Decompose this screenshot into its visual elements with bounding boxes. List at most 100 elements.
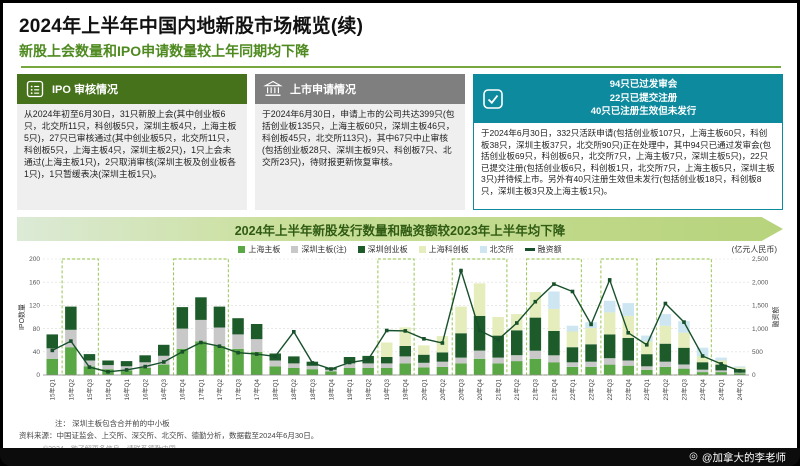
building-icon — [263, 80, 283, 96]
svg-text:17年Q1: 17年Q1 — [197, 378, 205, 400]
svg-text:0: 0 — [752, 372, 756, 379]
legend-swatch — [357, 245, 365, 253]
svg-text:23年Q3: 23年Q3 — [680, 378, 688, 400]
ipo-chart: 0 40 80 120 160 200 0 500 1,000 1,500 2,000 2,500 15… — [17, 256, 780, 400]
svg-text:22年Q1: 22年Q1 — [569, 378, 577, 400]
svg-text:19年Q4: 19年Q4 — [402, 378, 410, 400]
legend-swatch — [238, 245, 246, 253]
footer-line: ©2024。欲了解更多信息，请联系德勤中国。 — [3, 441, 797, 448]
slide-page: 2024年上半年中国内地新股市场概览(续) 新股上会数量和IPO申请数量较上年同… — [3, 3, 797, 448]
panel-listing-application: 上市申请情况 于2024年6月30日，申请上市的公司共达399只(包括创业板13… — [255, 74, 465, 210]
panel-ipo-review-body: 从2024年初至6月30日，31只新股上会(其中创业板6只，北交所11只，科创板… — [17, 104, 247, 210]
svg-text:20年Q1: 20年Q1 — [420, 378, 428, 400]
svg-text:21年Q3: 21年Q3 — [532, 378, 540, 400]
watermark-bar: ◎ @加拿大的李老师 — [0, 448, 800, 466]
info-panels: IPO 审核情况 从2024年初至6月30日，31只新股上会(其中创业板6只，北… — [3, 74, 797, 210]
svg-text:18年Q1: 18年Q1 — [272, 378, 280, 400]
svg-text:20年Q3: 20年Q3 — [457, 378, 465, 400]
svg-text:17年Q2: 17年Q2 — [216, 378, 224, 400]
camera-icon: ◎ — [689, 451, 698, 462]
svg-text:16年Q1: 16年Q1 — [123, 378, 131, 400]
svg-text:15年Q4: 15年Q4 — [104, 378, 112, 400]
svg-text:120: 120 — [29, 303, 40, 310]
panel-pipeline-status-header: 94只已过发审会 22只已提交注册 40只已注册生效但未发行 — [473, 74, 783, 123]
legend-item: 融资额 — [524, 244, 562, 255]
check-icon — [483, 88, 503, 109]
svg-text:23年Q1: 23年Q1 — [643, 378, 651, 400]
legend-label: 上海科创板 — [428, 244, 469, 254]
svg-text:200: 200 — [29, 256, 40, 263]
legend-swatch — [291, 245, 299, 253]
svg-text:160: 160 — [29, 279, 40, 286]
svg-text:500: 500 — [752, 349, 763, 356]
unit-label: (亿元人民币) — [731, 245, 777, 254]
pipeline-status-lines: 94只已过发审会 22只已提交注册 40只已注册生效但未发行 — [512, 78, 775, 119]
panel-pipeline-status-body: 于2024年6月30日，332只活跃申请(包括创业板107只，上海主板60只，科… — [473, 123, 783, 210]
page-subtitle: 新股上会数量和IPO申请数量较上年同期均下降 — [19, 43, 310, 59]
legend-item: 上海主板 — [238, 244, 280, 255]
svg-text:18年Q3: 18年Q3 — [309, 378, 317, 400]
legend-item: 深圳主板(注) — [291, 244, 347, 255]
svg-text:22年Q2: 22年Q2 — [588, 378, 596, 400]
svg-text:16年Q3: 16年Q3 — [160, 378, 168, 400]
svg-text:24年Q2: 24年Q2 — [736, 378, 744, 400]
svg-text:22年Q4: 22年Q4 — [625, 378, 633, 400]
svg-text:23年Q4: 23年Q4 — [699, 378, 707, 400]
panel-ipo-review: IPO 审核情况 从2024年初至6月30日，31只新股上会(其中创业板6只，北… — [17, 74, 247, 210]
panel-ipo-review-header: IPO 审核情况 — [17, 74, 247, 104]
legend-label: 深圳创业板 — [367, 244, 408, 254]
legend-item: 北交所 — [479, 244, 514, 255]
source-line: 资料来源：中国证监会、上交所、深交所、北交所、德勤分析，数据截至2024年6月3… — [19, 431, 319, 440]
svg-text:20年Q2: 20年Q2 — [439, 378, 447, 400]
svg-text:16年Q2: 16年Q2 — [142, 378, 150, 400]
legend-item: 深圳创业板 — [357, 244, 408, 255]
chart-note: 注： 深圳主板包含合并前的中小板 — [55, 419, 170, 428]
legend-label: 深圳主板(注) — [301, 244, 347, 254]
svg-text:22年Q3: 22年Q3 — [606, 378, 614, 400]
pipeline-status-line-2: 22只已提交注册 — [609, 92, 678, 104]
svg-text:80: 80 — [33, 326, 41, 333]
chart-area: (亿元人民币) 上海主板 深圳主板(注) 深圳创业板 上海科创板 北交所 融资额 0 40 8… — [3, 243, 797, 417]
chart-legend: 上海主板 深圳主板(注) 深圳创业板 上海科创板 北交所 融资额 — [17, 243, 783, 255]
checklist-icon — [26, 80, 44, 98]
svg-text:19年Q3: 19年Q3 — [383, 378, 391, 400]
pipeline-status-line-3: 40只已注册生效但未发行 — [590, 106, 697, 118]
svg-text:1,500: 1,500 — [752, 303, 769, 310]
svg-text:2,500: 2,500 — [752, 256, 769, 263]
panel-listing-application-title: 上市申请情况 — [290, 84, 356, 96]
title-block: 2024年上半年中国内地新股市场概览(续) 新股上会数量和IPO申请数量较上年同… — [3, 3, 797, 68]
legend-label: 融资额 — [537, 244, 562, 254]
svg-text:21年Q4: 21年Q4 — [550, 378, 558, 400]
svg-text:15年Q1: 15年Q1 — [49, 378, 57, 400]
chart-banner-text: 2024年上半年新股发行数量和融资额较2023年上半年均下降 — [234, 223, 566, 238]
page-title: 2024年上半年中国内地新股市场概览(续) — [19, 16, 364, 37]
legend-swatch — [418, 245, 426, 253]
svg-text:21年Q2: 21年Q2 — [513, 378, 521, 400]
panel-pipeline-status: 94只已过发审会 22只已提交注册 40只已注册生效但未发行 于2024年6月3… — [473, 74, 783, 210]
svg-text:19年Q1: 19年Q1 — [346, 378, 354, 400]
legend-label: 北交所 — [489, 244, 514, 254]
divider-rule — [21, 66, 781, 68]
svg-text:0: 0 — [36, 372, 40, 379]
svg-text:24年Q1: 24年Q1 — [718, 378, 726, 400]
svg-text:16年Q4: 16年Q4 — [179, 378, 187, 400]
svg-text:18年Q2: 18年Q2 — [290, 378, 298, 400]
svg-text:17年Q3: 17年Q3 — [235, 378, 243, 400]
panel-ipo-review-title: IPO 审核情况 — [52, 84, 119, 96]
svg-text:19年Q2: 19年Q2 — [365, 378, 373, 400]
svg-text:1,000: 1,000 — [752, 326, 769, 333]
svg-text:23年Q2: 23年Q2 — [662, 378, 670, 400]
chart-banner: 2024年上半年新股发行数量和融资额较2023年上半年均下降 — [17, 217, 783, 241]
pipeline-status-line-1: 94只已过发审会 — [609, 78, 678, 90]
legend-swatch — [524, 247, 535, 251]
svg-text:17年Q4: 17年Q4 — [253, 378, 261, 400]
svg-text:40: 40 — [33, 349, 41, 356]
svg-text:20年Q4: 20年Q4 — [476, 378, 484, 400]
panel-listing-application-header: 上市申请情况 — [255, 74, 465, 104]
svg-text:15年Q3: 15年Q3 — [86, 378, 94, 400]
legend-label: 上海主板 — [248, 244, 281, 254]
watermark-text: @加拿大的李老师 — [701, 451, 786, 464]
legend-item: 上海科创板 — [418, 244, 469, 255]
svg-text:15年Q2: 15年Q2 — [67, 378, 75, 400]
